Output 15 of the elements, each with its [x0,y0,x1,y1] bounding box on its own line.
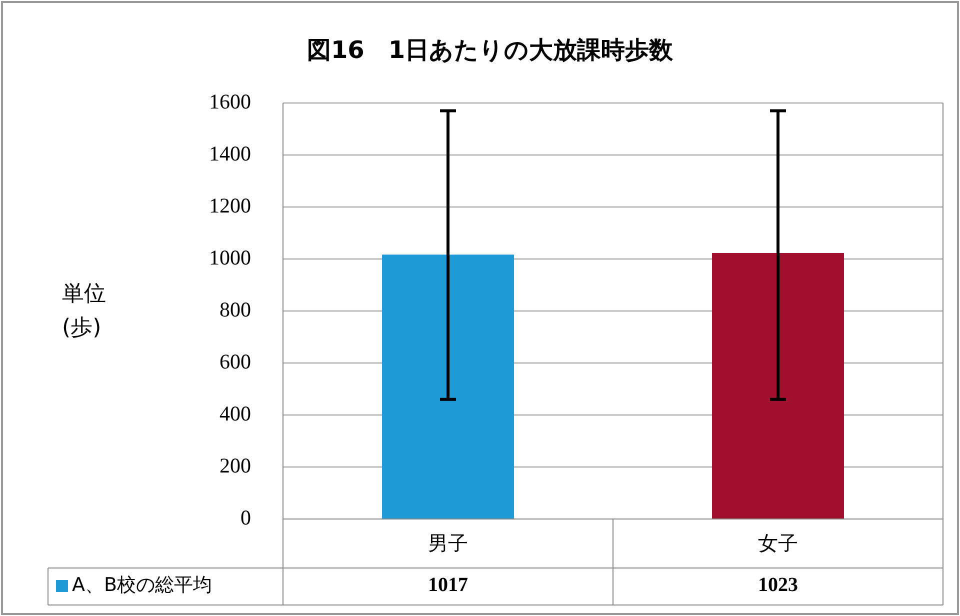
y-tick-label: 1200 [209,194,251,218]
x-tick-label: 女子 [758,531,798,556]
data-label: 1023 [758,574,798,596]
y-tick-label: 600 [220,350,251,374]
y-tick-label: 1600 [209,90,251,114]
y-tick-label: 800 [220,298,251,322]
y-tick-label: 0 [240,506,251,530]
y-tick-label: 400 [220,402,251,426]
y-axis-title: 単位 (歩) [62,282,106,341]
chart-title: 図16 1日あたりの大放課時歩数 [306,36,674,64]
y-tick-label: 1400 [209,142,251,166]
x-tick-label: 男子 [428,531,468,556]
y-tick-label: 200 [220,454,251,478]
data-label: 1017 [428,574,468,596]
y-tick-label: 1000 [209,246,251,270]
